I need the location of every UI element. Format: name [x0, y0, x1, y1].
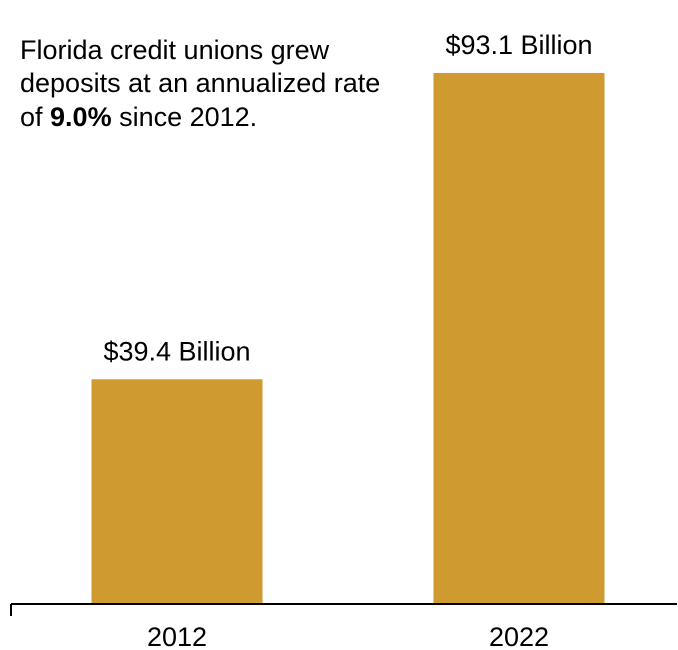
annotation-growth-rate: 9.0%: [50, 101, 112, 132]
data-labels: $39.4 Billion $93.1 Billion: [103, 30, 592, 366]
annotation-text: Florida credit unions grew deposits at a…: [20, 34, 400, 134]
x-tick-label-2012: 2012: [147, 622, 207, 650]
bar-2022: [433, 72, 605, 605]
bar-2012: [91, 379, 263, 604]
data-label-2022: $93.1 Billion: [445, 30, 592, 60]
data-label-2012: $39.4 Billion: [103, 336, 250, 366]
bars: [91, 72, 605, 605]
annotation-text-end: since 2012.: [111, 101, 258, 132]
x-tick-labels: 2012 2022: [147, 622, 549, 650]
x-tick-label-2022: 2022: [489, 622, 549, 650]
annotation-text-start: Florida credit unions grew deposits at a…: [20, 35, 381, 132]
